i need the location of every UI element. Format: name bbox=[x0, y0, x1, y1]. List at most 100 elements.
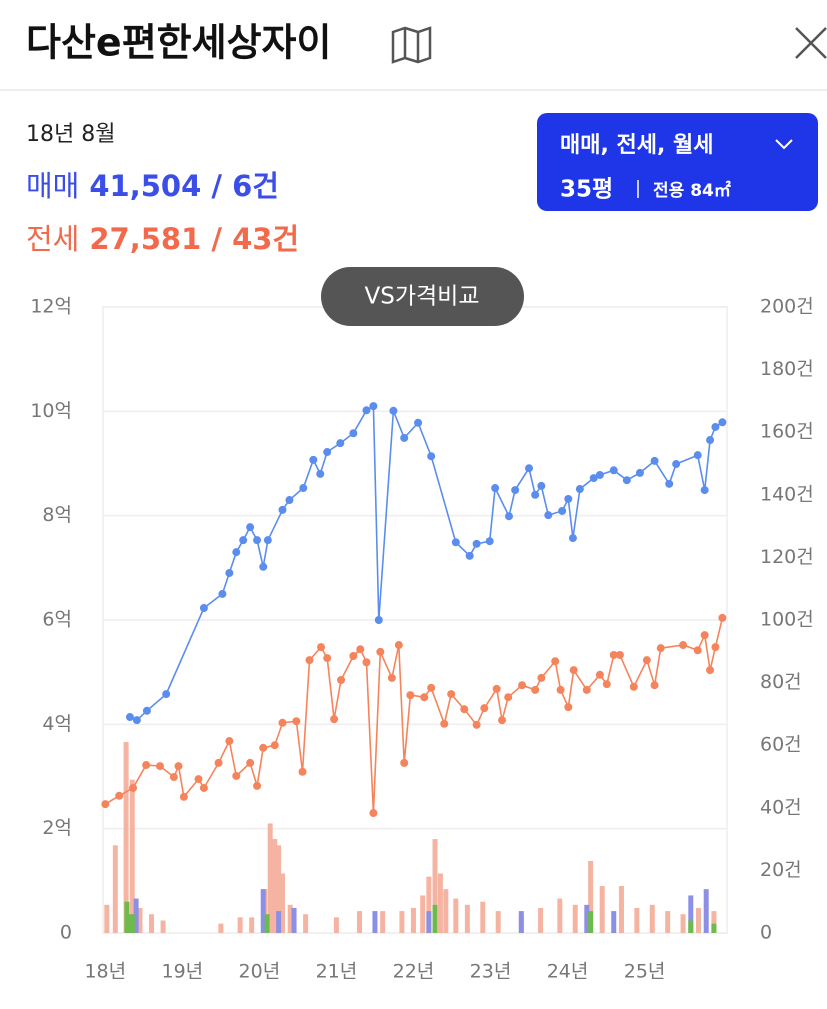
close-button[interactable] bbox=[795, 27, 827, 59]
x-tick-label: 21년 bbox=[316, 961, 358, 983]
price-point bbox=[414, 418, 423, 427]
count-bar bbox=[588, 861, 594, 933]
price-point bbox=[569, 666, 578, 675]
price-point bbox=[498, 716, 507, 725]
y2-tick-label: 200건 bbox=[760, 296, 814, 318]
y2-tick-label: 40건 bbox=[760, 796, 802, 818]
price-point bbox=[129, 783, 138, 792]
price-point bbox=[622, 476, 631, 485]
price-point bbox=[440, 719, 449, 728]
count-bar bbox=[276, 845, 282, 933]
compare-button[interactable] bbox=[321, 267, 524, 326]
price-point bbox=[336, 439, 345, 448]
price-point bbox=[595, 470, 604, 479]
price-point bbox=[518, 681, 527, 690]
price-point bbox=[169, 773, 178, 782]
y2-tick-label: 80건 bbox=[760, 671, 802, 693]
count-bar bbox=[249, 917, 255, 933]
price-point bbox=[427, 683, 436, 692]
price-point bbox=[323, 448, 332, 457]
price-point bbox=[263, 536, 272, 545]
count-bar bbox=[380, 911, 386, 933]
price-point bbox=[115, 791, 124, 800]
compare-label: VS가격비교 bbox=[365, 284, 480, 310]
price-point bbox=[575, 485, 584, 494]
count-bar bbox=[599, 886, 605, 933]
price-point bbox=[374, 616, 383, 624]
count-bar bbox=[688, 895, 694, 933]
y-tick-label: 6억 bbox=[42, 609, 72, 631]
price-point bbox=[472, 720, 481, 729]
count-bar bbox=[124, 901, 130, 933]
price-point bbox=[156, 762, 165, 771]
price-point bbox=[387, 673, 396, 682]
price-point bbox=[125, 713, 134, 722]
price-point bbox=[602, 680, 611, 689]
price-point bbox=[330, 715, 339, 724]
count-bar bbox=[160, 920, 166, 933]
count-bar bbox=[584, 904, 590, 933]
count-bar bbox=[112, 845, 118, 933]
price-point bbox=[174, 762, 183, 771]
price-point bbox=[369, 402, 378, 411]
title: 다산e편한세상자이 bbox=[26, 21, 331, 65]
price-point bbox=[551, 657, 560, 666]
filter-button[interactable] bbox=[537, 113, 818, 211]
x-tick-label: 24년 bbox=[547, 961, 589, 983]
map-icon[interactable] bbox=[391, 26, 432, 64]
price-point bbox=[465, 551, 474, 560]
price-point bbox=[531, 490, 540, 499]
count-bar bbox=[357, 911, 363, 933]
price-point bbox=[485, 537, 494, 546]
price-point bbox=[650, 681, 659, 690]
price-point bbox=[589, 474, 598, 483]
count-bar bbox=[711, 911, 717, 933]
count-bar bbox=[129, 914, 135, 933]
price-point bbox=[609, 466, 618, 475]
price-point bbox=[259, 562, 268, 571]
y2-tick-label: 20건 bbox=[760, 859, 802, 881]
price-point bbox=[362, 658, 371, 667]
chevron bbox=[775, 139, 793, 150]
price-point bbox=[349, 651, 358, 660]
row-value: 41,504 / 6건 bbox=[89, 169, 279, 203]
summary-row: 매매 41,504 / 6건 bbox=[26, 169, 279, 203]
count-bar bbox=[237, 917, 243, 933]
price-point bbox=[531, 685, 540, 694]
count-bar bbox=[303, 914, 309, 933]
price-point bbox=[232, 771, 241, 780]
price-point bbox=[309, 455, 318, 464]
price-point bbox=[635, 468, 644, 477]
y2-tick-label: 0 bbox=[760, 922, 772, 944]
price-point bbox=[558, 506, 567, 515]
count-bar bbox=[137, 907, 143, 933]
price-point bbox=[239, 536, 248, 545]
y-tick-label: 12억 bbox=[30, 296, 72, 318]
price-point bbox=[656, 644, 665, 653]
row-label: 매매 bbox=[26, 169, 79, 203]
count-bar bbox=[588, 911, 594, 933]
price-point bbox=[337, 675, 346, 684]
price-point bbox=[693, 451, 702, 460]
price-line bbox=[104, 617, 724, 814]
count-bar bbox=[665, 911, 671, 933]
filter-area: 전용 84㎡ bbox=[653, 180, 731, 201]
count-bar bbox=[287, 904, 293, 933]
price-point bbox=[194, 775, 203, 784]
count-bar bbox=[432, 904, 438, 933]
filter-types: 매매, 전세, 월세 bbox=[560, 133, 713, 158]
count-bar bbox=[279, 873, 285, 933]
price-point bbox=[162, 690, 171, 699]
price-point bbox=[706, 436, 715, 445]
count-bar bbox=[680, 914, 686, 933]
filter-size: 35평 bbox=[560, 177, 613, 203]
price-point bbox=[420, 693, 429, 702]
count-bar bbox=[649, 904, 655, 933]
y-tick-label: 2억 bbox=[42, 817, 72, 839]
price-point bbox=[427, 452, 436, 461]
count-bar bbox=[464, 904, 470, 933]
count-bar bbox=[480, 901, 486, 933]
price-point bbox=[480, 704, 489, 713]
count-bar bbox=[149, 914, 155, 933]
